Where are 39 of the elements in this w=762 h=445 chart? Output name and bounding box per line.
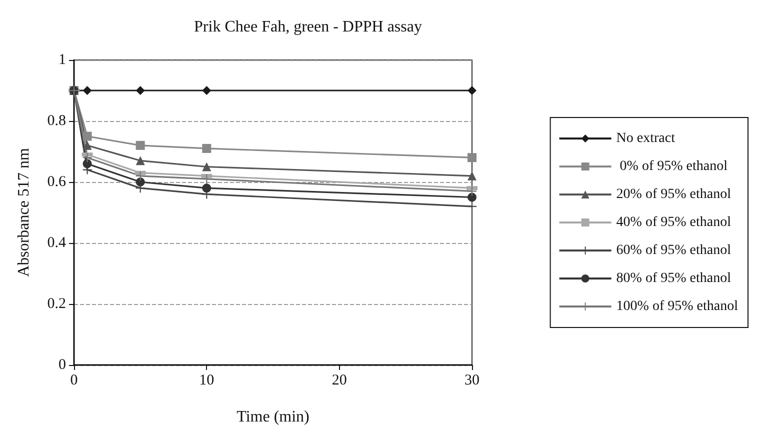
point xyxy=(136,86,145,95)
y-tick-label: 0.6 xyxy=(47,174,66,190)
point xyxy=(136,171,145,180)
point xyxy=(202,144,212,153)
point xyxy=(136,156,145,166)
point xyxy=(468,186,476,196)
x-tick-label: 0 xyxy=(70,372,78,388)
point xyxy=(82,140,92,150)
point xyxy=(468,153,476,162)
legend-label: 40% of 95% ethanol xyxy=(616,215,732,230)
legend-label: 0% of 95% ethanol xyxy=(616,159,728,174)
point xyxy=(136,140,145,150)
y-tick-label: 0 xyxy=(58,357,66,373)
legend-label: 60% of 95% ethanol xyxy=(616,243,732,258)
x-axis-title: Time (min) xyxy=(236,408,310,426)
legend-label: No extract xyxy=(616,131,676,146)
y-axis-title: Absorbance 517 nm xyxy=(16,148,32,277)
point xyxy=(202,184,212,193)
point xyxy=(82,159,92,168)
legend-label: 80% of 95% ethanol xyxy=(616,271,732,286)
point xyxy=(202,86,212,95)
chart-title: Prik Chee Fah, green - DPPH assay xyxy=(194,18,422,36)
y-tick-label: 0.8 xyxy=(47,113,66,129)
x-tick-label: 10 xyxy=(199,372,214,388)
point xyxy=(468,171,476,180)
point xyxy=(468,86,476,95)
x-tick-label: 20 xyxy=(332,372,347,388)
point xyxy=(468,192,476,202)
point xyxy=(82,153,92,162)
point xyxy=(82,132,92,141)
y-tick-label: 0.2 xyxy=(47,296,66,312)
legend-label: 100% of 95% ethanol xyxy=(616,299,738,314)
y-tick-label: 1 xyxy=(58,52,66,68)
legend-label: 20% of 95% ethanol xyxy=(616,187,732,202)
point xyxy=(202,162,212,172)
point xyxy=(136,178,145,186)
x-tick-label: 30 xyxy=(464,372,480,388)
y-tick-label: 0.4 xyxy=(47,235,66,251)
point xyxy=(82,86,92,95)
